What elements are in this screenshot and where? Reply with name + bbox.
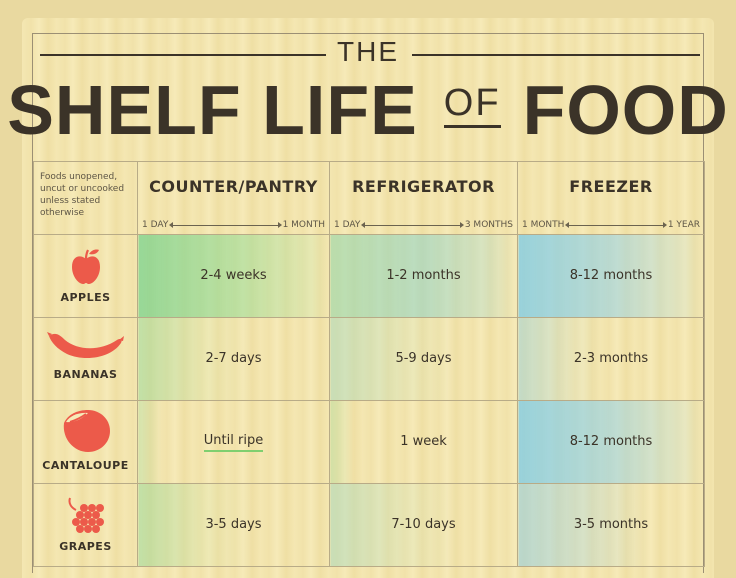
freezer-value: 2-3 months bbox=[573, 350, 649, 366]
pantry-cell: Until ripe bbox=[137, 400, 330, 484]
page-title: SHELF LIFE OF FOOD bbox=[0, 74, 736, 146]
food-name: CANTALOUPE bbox=[42, 459, 129, 472]
range-start: 1 MONTH bbox=[522, 220, 565, 230]
apple-icon bbox=[71, 249, 100, 284]
pantry-value: 3-5 days bbox=[205, 516, 262, 532]
range-start: 1 DAY bbox=[334, 220, 361, 230]
fridge-value: 7-10 days bbox=[391, 516, 456, 532]
title-of: OF bbox=[443, 83, 501, 128]
table-note: Foods unopened, uncut or uncooked unless… bbox=[33, 161, 138, 235]
fridge-cell: 7-10 days bbox=[329, 483, 518, 567]
fridge-cell: 5-9 days bbox=[329, 317, 518, 401]
fridge-value: 5-9 days bbox=[395, 350, 452, 366]
column-label: COUNTER/PANTRY bbox=[149, 177, 318, 196]
freezer-cell: 8-12 months bbox=[517, 400, 705, 484]
food-name: GRAPES bbox=[59, 540, 112, 553]
food-cell-grapes: GRAPES bbox=[33, 483, 138, 567]
range-arrow-icon bbox=[361, 221, 464, 228]
title-shelf-life: SHELF LIFE bbox=[7, 71, 418, 149]
range-arrow-icon bbox=[169, 221, 282, 228]
fridge-cell: 1 week bbox=[329, 400, 518, 484]
column-header-refrigerator: REFRIGERATOR 1 DAY 3 MONTHS bbox=[329, 161, 518, 235]
fridge-value: 1-2 months bbox=[386, 267, 461, 283]
title-the: THE bbox=[337, 36, 399, 67]
food-name: BANANAS bbox=[53, 368, 118, 381]
food-cell-bananas: BANANAS bbox=[33, 317, 138, 401]
range-scale: 1 MONTH 1 YEAR bbox=[522, 220, 700, 230]
range-end: 1 MONTH bbox=[282, 220, 325, 230]
grapes-icon bbox=[68, 497, 104, 533]
food-cell-cantaloupe: CANTALOUPE bbox=[33, 400, 138, 484]
table-row: GRAPES 3-5 days 7-10 days 3-5 months bbox=[33, 483, 705, 567]
freezer-value: 3-5 months bbox=[573, 516, 649, 532]
freezer-cell: 3-5 months bbox=[517, 483, 705, 567]
pantry-value: 2-4 weeks bbox=[200, 267, 267, 283]
pantry-value: 2-7 days bbox=[205, 350, 262, 366]
pantry-cell: 3-5 days bbox=[137, 483, 330, 567]
table-row: BANANAS 2-7 days 5-9 days 2-3 months bbox=[33, 317, 705, 401]
title-rule-right bbox=[412, 54, 700, 56]
header-row: Foods unopened, uncut or uncooked unless… bbox=[33, 161, 705, 235]
fridge-value: 1 week bbox=[400, 433, 447, 449]
range-end: 3 MONTHS bbox=[464, 220, 513, 230]
pantry-cell: 2-4 weeks bbox=[137, 234, 330, 318]
range-arrow-icon bbox=[565, 221, 668, 228]
column-label: REFRIGERATOR bbox=[352, 177, 495, 196]
pantry-cell: 2-7 days bbox=[137, 317, 330, 401]
range-scale: 1 DAY 3 MONTHS bbox=[334, 220, 513, 230]
freezer-value: 8-12 months bbox=[569, 267, 653, 283]
shelf-life-table: Foods unopened, uncut or uncooked unless… bbox=[33, 161, 705, 567]
banana-icon bbox=[46, 332, 124, 359]
cantaloupe-icon bbox=[63, 410, 110, 452]
food-name: APPLES bbox=[60, 291, 111, 304]
freezer-value: 8-12 months bbox=[569, 433, 653, 449]
column-label: FREEZER bbox=[569, 177, 653, 196]
food-cell-apples: APPLES bbox=[33, 234, 138, 318]
table-row: CANTALOUPE Until ripe 1 week 8-12 months bbox=[33, 400, 705, 484]
title-food: FOOD bbox=[522, 71, 729, 149]
pantry-value: Until ripe bbox=[203, 433, 264, 452]
table-row: APPLES 2-4 weeks 1-2 months 8-12 months bbox=[33, 234, 705, 318]
freezer-cell: 8-12 months bbox=[517, 234, 705, 318]
column-header-freezer: FREEZER 1 MONTH 1 YEAR bbox=[517, 161, 705, 235]
range-scale: 1 DAY 1 MONTH bbox=[142, 220, 325, 230]
range-end: 1 YEAR bbox=[667, 220, 700, 230]
title-rule-left bbox=[40, 54, 326, 56]
column-header-pantry: COUNTER/PANTRY 1 DAY 1 MONTH bbox=[137, 161, 330, 235]
freezer-cell: 2-3 months bbox=[517, 317, 705, 401]
range-start: 1 DAY bbox=[142, 220, 169, 230]
fridge-cell: 1-2 months bbox=[329, 234, 518, 318]
